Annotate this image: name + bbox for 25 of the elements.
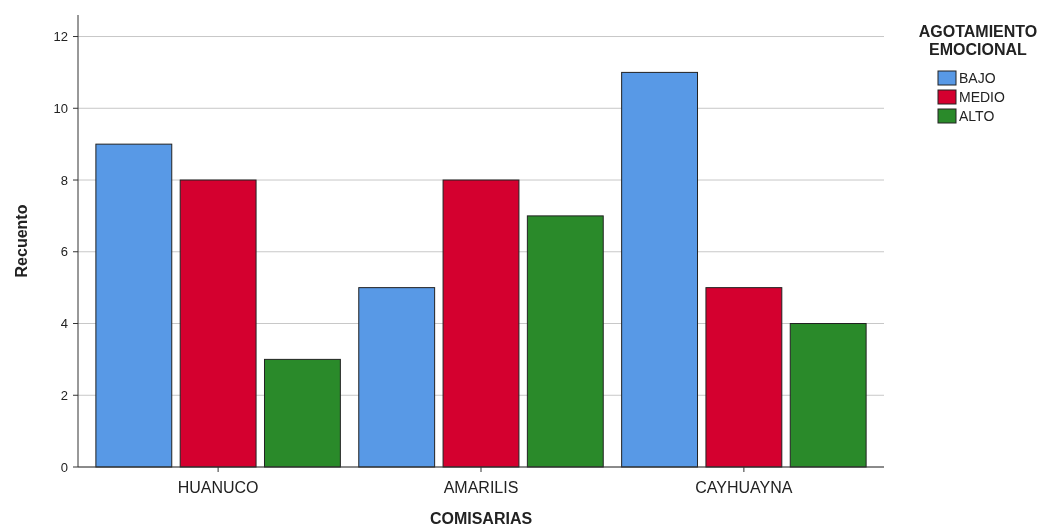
- bar: [179, 179, 257, 468]
- x-tick-label: CAYHUAYNA: [695, 479, 793, 496]
- bar: [621, 71, 699, 468]
- legend-label: ALTO: [959, 107, 995, 124]
- bar: [789, 323, 867, 468]
- y-tick-label: 4: [60, 316, 68, 332]
- bar: [526, 215, 604, 468]
- bar: [263, 358, 341, 468]
- x-tick-label: HUANUCO: [177, 479, 259, 496]
- bar: [442, 179, 520, 468]
- legend-label: MEDIO: [959, 88, 1005, 105]
- legend-title: AGOTAMIENTO EMOCIONAL: [918, 23, 1038, 58]
- x-tick-label: AMARILIS: [443, 479, 519, 496]
- bar: [705, 287, 783, 468]
- legend-label: BAJO: [959, 69, 996, 86]
- bar: [358, 287, 436, 468]
- y-tick-label: 12: [53, 29, 68, 45]
- y-tick-label: 8: [60, 172, 68, 188]
- bar: [95, 143, 173, 468]
- y-tick-label: 6: [60, 244, 68, 260]
- y-axis-title: Recuento: [13, 204, 30, 278]
- y-tick-label: 10: [53, 100, 68, 116]
- y-tick-label: 0: [60, 459, 68, 475]
- y-tick-label: 2: [60, 387, 68, 403]
- x-axis-title: COMISARIAS: [429, 510, 533, 527]
